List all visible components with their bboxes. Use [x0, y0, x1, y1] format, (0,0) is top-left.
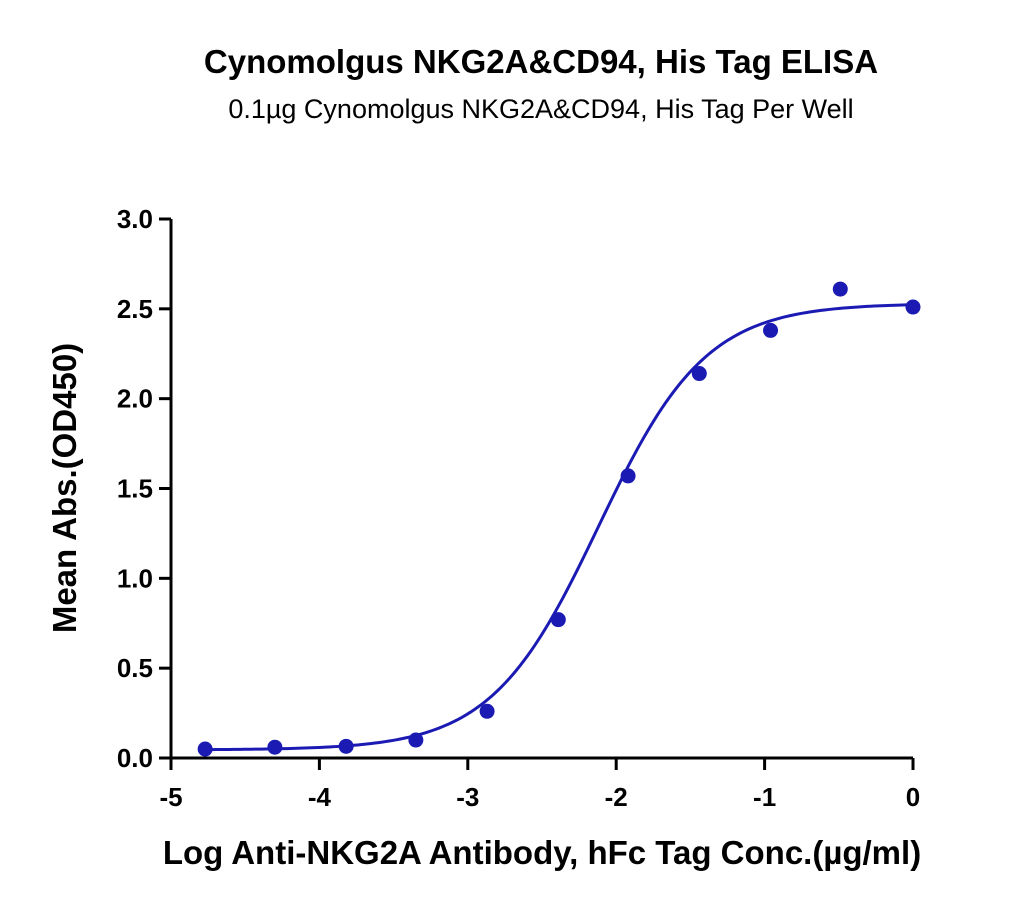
data-point [197, 741, 213, 757]
x-tick-label: -3 [456, 782, 479, 812]
data-point [338, 738, 354, 754]
data-point [832, 281, 848, 297]
x-tick-label: -5 [159, 782, 182, 812]
x-ticks: -5 -4 -3 -2 -1 0 [159, 758, 920, 812]
data-point [267, 739, 283, 755]
data-point [550, 612, 566, 628]
chart-subtitle: 0.1µg Cynomolgus NKG2A&CD94, His Tag Per… [228, 94, 853, 124]
x-tick-label: -1 [753, 782, 776, 812]
data-point [479, 703, 495, 719]
data-points [197, 281, 921, 757]
y-tick-label: 0.5 [117, 653, 153, 683]
y-tick-label: 2.0 [117, 384, 153, 414]
data-point [905, 299, 921, 315]
y-tick-label: 2.5 [117, 294, 153, 324]
x-tick-label: 0 [906, 782, 920, 812]
y-tick-label: 0.0 [117, 743, 153, 773]
y-tick-label: 3.0 [117, 204, 153, 234]
y-ticks: 0.0 0.5 1.0 1.5 2.0 2.5 3.0 [117, 204, 171, 773]
data-point [763, 322, 779, 338]
y-tick-label: 1.5 [117, 474, 153, 504]
fit-curve [205, 303, 914, 752]
x-tick-label: -2 [605, 782, 628, 812]
x-axis-label: Log Anti-NKG2A Antibody, hFc Tag Conc.(µ… [163, 834, 921, 871]
x-tick-label: -4 [308, 782, 332, 812]
chart-title: Cynomolgus NKG2A&CD94, His Tag ELISA [204, 43, 878, 80]
y-tick-label: 1.0 [117, 563, 153, 593]
data-point [691, 366, 707, 382]
data-point [408, 732, 424, 748]
data-point [620, 468, 636, 484]
y-axis-label: Mean Abs.(OD450) [46, 343, 83, 633]
